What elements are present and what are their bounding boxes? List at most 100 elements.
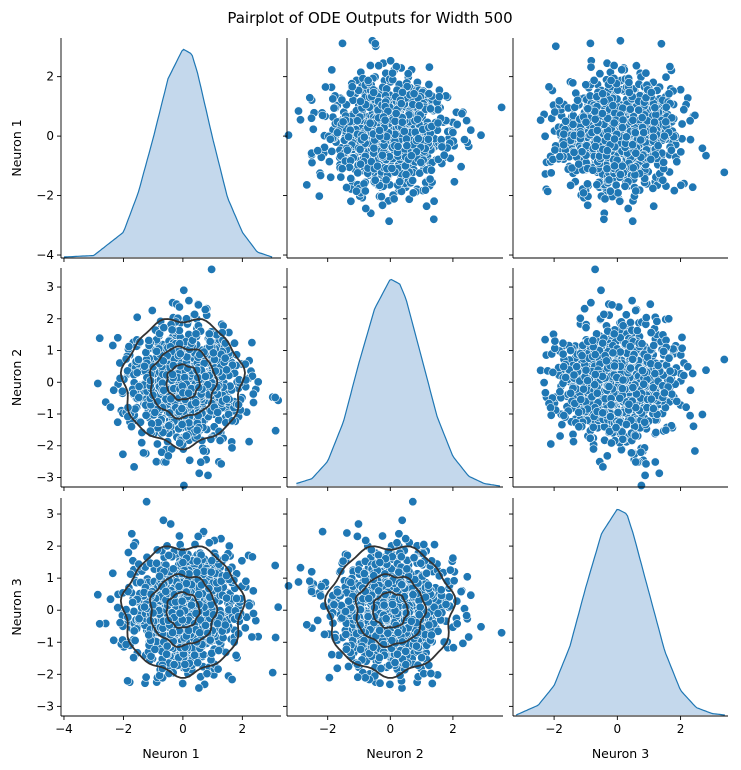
scatter-point [192, 425, 202, 435]
scatter-point [555, 431, 565, 441]
scatter-point [346, 196, 356, 206]
scatter-point [630, 128, 640, 138]
panel-1-3 [509, 36, 729, 262]
kde-fill-2 [296, 279, 500, 486]
scatter-point [561, 116, 571, 126]
scatter-point [199, 446, 209, 456]
scatter-point [595, 69, 605, 79]
scatter-point [640, 470, 650, 480]
scatter-point [355, 96, 365, 106]
scatter-point [697, 409, 707, 419]
scatter-point [588, 335, 598, 345]
scatter-point [375, 125, 385, 135]
scatter-point [327, 65, 337, 75]
scatter-point [615, 393, 625, 403]
scatter-point [639, 379, 649, 389]
scatter-point [588, 165, 598, 175]
scatter-point [134, 355, 144, 365]
scatter-point [628, 115, 638, 125]
scatter-point [701, 365, 711, 375]
scatter-point [646, 394, 656, 404]
scatter-point [134, 381, 144, 391]
scatter-point [648, 132, 658, 142]
scatter-point [175, 349, 185, 359]
scatter-point [113, 333, 123, 343]
scatter-point [327, 146, 337, 156]
scatter-point [328, 94, 338, 104]
scatter-point [561, 372, 571, 382]
scatter-point [184, 296, 194, 306]
scatter-point [609, 60, 619, 70]
scatter-point [420, 185, 430, 195]
scatter-point [672, 396, 682, 406]
scatter-point [661, 425, 671, 435]
scatter-point [409, 89, 419, 99]
scatter-point [413, 114, 423, 124]
scatter-point [406, 151, 416, 161]
scatter-point [586, 62, 596, 72]
scatter-point [625, 104, 635, 114]
scatter-point [433, 105, 443, 115]
scatter-point [685, 135, 695, 145]
scatter-point [568, 78, 578, 88]
scatter-point [316, 171, 326, 181]
y-tick-label: 2 [46, 70, 54, 84]
scatter-point [572, 362, 582, 372]
scatter-point [194, 683, 204, 693]
scatter-point [426, 165, 436, 175]
scatter-point [109, 385, 119, 395]
scatter-point [586, 298, 596, 308]
scatter-point [376, 192, 386, 202]
scatter-point [672, 157, 682, 167]
scatter-point [604, 381, 614, 391]
scatter-point [602, 146, 612, 156]
scatter-point [213, 664, 223, 674]
scatter-point [625, 341, 635, 351]
scatter-point [599, 214, 609, 224]
scatter-point [631, 305, 641, 315]
scatter-point [109, 635, 119, 645]
y-tick-label: −2 [36, 439, 54, 453]
scatter-point [429, 214, 439, 224]
scatter-point [177, 404, 187, 414]
scatter-point [150, 407, 160, 417]
scatter-point [577, 147, 587, 157]
scatter-point [151, 457, 161, 467]
scatter-point [240, 623, 250, 633]
scatter-point [377, 200, 387, 210]
scatter-point [191, 329, 201, 339]
scatter-point [190, 309, 200, 319]
scatter-point [621, 419, 631, 429]
scatter-point [203, 470, 213, 480]
scatter-point [649, 201, 659, 211]
scatter-point [599, 96, 609, 106]
scatter-point [648, 183, 658, 193]
scatter-point [608, 101, 618, 111]
scatter-point [590, 141, 600, 151]
scatter-point [658, 175, 668, 185]
scatter-point [144, 335, 154, 345]
scatter-point [585, 433, 595, 443]
scatter-point [577, 351, 587, 361]
scatter-point [621, 132, 631, 142]
panel-1-2 [283, 36, 507, 262]
scatter-point [185, 455, 195, 465]
y-tick-label: −1 [36, 407, 54, 421]
scatter-point [626, 448, 636, 458]
scatter-point [645, 299, 655, 309]
scatter-point [230, 338, 240, 348]
scatter-point [583, 200, 593, 210]
scatter-point [214, 645, 224, 655]
scatter-point [637, 366, 647, 376]
scatter-point [253, 377, 263, 387]
scatter-point [337, 164, 347, 174]
scatter-point [247, 338, 257, 348]
scatter-point [399, 126, 409, 136]
scatter-point [653, 141, 663, 151]
scatter-point [601, 356, 611, 366]
scatter-point [271, 632, 281, 642]
scatter-point [174, 531, 184, 541]
scatter-point [352, 116, 362, 126]
scatter-point [569, 370, 579, 380]
